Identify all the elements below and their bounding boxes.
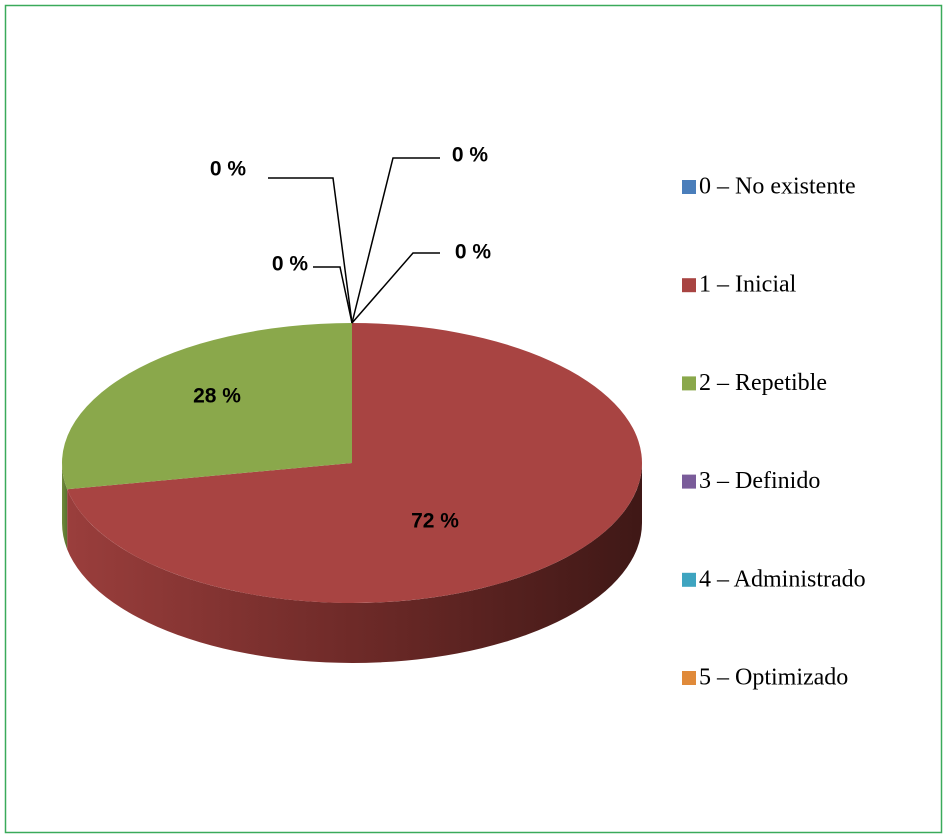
legend-swatch — [682, 671, 696, 685]
data-label: 0 % — [455, 241, 492, 264]
slice-side — [67, 463, 642, 663]
legend-swatch — [682, 278, 696, 293]
slice — [61, 323, 352, 490]
slice-side — [62, 463, 68, 550]
legend-label: 4 – Administrado — [699, 566, 866, 592]
leader-line — [268, 177, 353, 324]
data-label: 0 % — [452, 144, 489, 167]
legend-label: 2 – Repetible — [699, 370, 827, 396]
data-label: 0 % — [272, 253, 309, 276]
legend-swatch — [682, 180, 696, 194]
data-label: 72 % — [411, 510, 459, 533]
legend-label: 3 – Definido — [699, 468, 820, 494]
legend-label: 0 – No existente — [699, 174, 856, 200]
legend-label: 1 – Inicial — [699, 272, 797, 298]
legend-swatch — [682, 376, 696, 391]
data-label: 0 % — [210, 158, 247, 181]
leader-line — [313, 266, 353, 324]
leader-line — [351, 252, 440, 324]
legend-swatch — [682, 572, 696, 587]
leader-line — [351, 157, 440, 324]
data-label: 28 % — [193, 385, 241, 408]
slice — [67, 323, 642, 603]
legend-label: 5 – Optimizado — [699, 665, 848, 691]
legend-swatch — [682, 474, 696, 489]
